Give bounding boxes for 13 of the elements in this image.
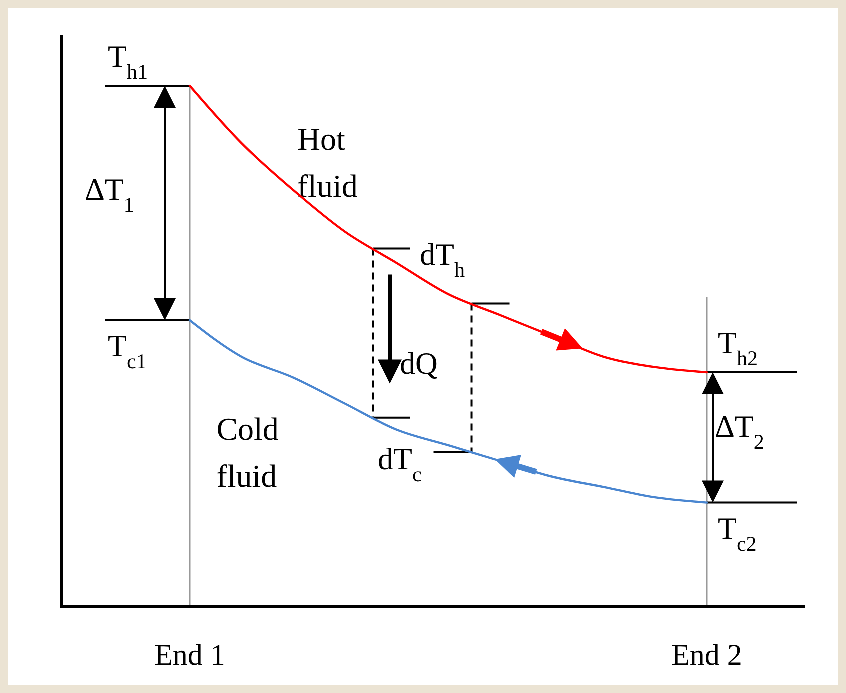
annotation: T$_{h1}$ [108,39,148,84]
series-label: Hot fluid [297,121,358,204]
annotation: dT$_{c}$ [378,442,422,487]
text: ΔT$_{1}$ [85,172,134,217]
series-label: Cold fluid [216,410,279,494]
annotation: dQ [400,346,438,381]
annotation: ΔT$_{2}$ [715,409,764,454]
x-tick-label: End 1 [154,639,226,672]
annotation: T$_{h2}$ [718,326,758,371]
annotation: dT$_{h}$ [420,236,466,282]
annotation: T$_{c2}$ [718,510,757,556]
annotation: T$_{c1}$ [108,328,147,374]
x-tick-label: End 2 [672,639,742,672]
